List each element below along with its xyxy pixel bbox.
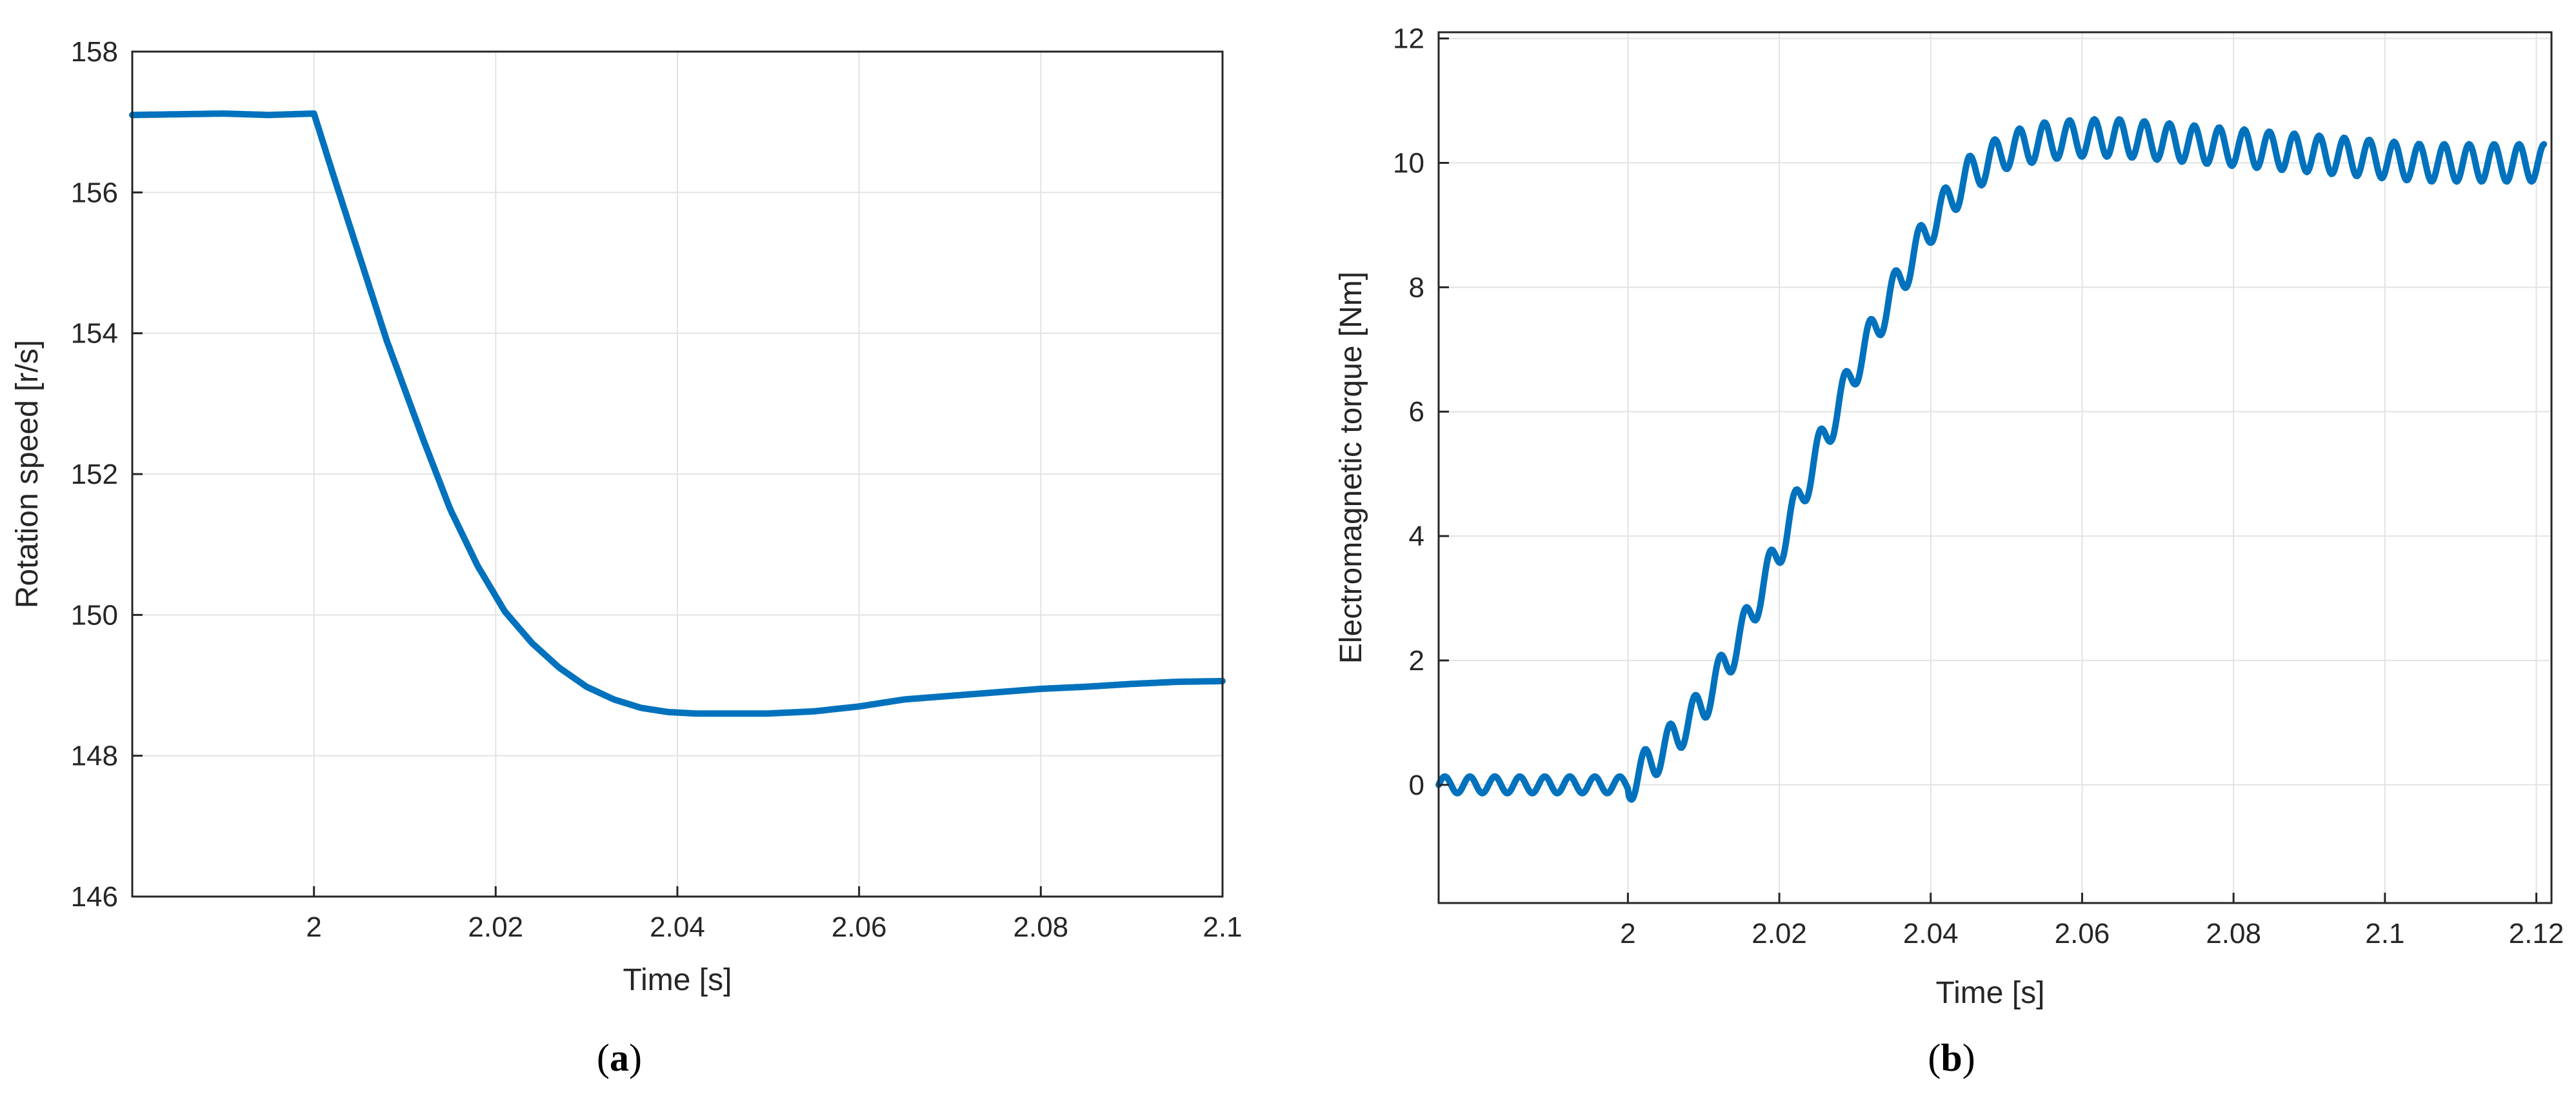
chart-b-x-tick-label: 2.06 bbox=[2055, 918, 2110, 949]
chart-a-y-axis-label: Rotation speed [r/s] bbox=[10, 340, 45, 608]
chart-b-y-tick-label: 6 bbox=[1409, 396, 1424, 428]
chart-b-x-tick-label: 2.1 bbox=[2365, 918, 2404, 949]
chart-b-y-tick-label: 12 bbox=[1393, 23, 1424, 55]
chart-a-y-tick-label: 150 bbox=[71, 599, 118, 631]
chart-a-x-tick-label: 2.04 bbox=[650, 911, 705, 943]
chart-a-x-tick-label: 2.06 bbox=[832, 911, 887, 943]
chart-a-x-tick-label: 2.08 bbox=[1013, 911, 1069, 943]
chart-b-x-axis-label: Time [s] bbox=[1936, 976, 2045, 1010]
chart-b-x-tick-label: 2.08 bbox=[2206, 918, 2261, 949]
chart-a-x-tick-label: 2.1 bbox=[1203, 911, 1242, 943]
chart-b-y-ticks: 0 2 4 6 8 10 12 bbox=[1393, 23, 1449, 801]
chart-b-x-tick-label: 2.02 bbox=[1752, 918, 1807, 949]
chart-b-axes-box bbox=[1437, 31, 2553, 904]
chart-a-x-tick-label: 2 bbox=[306, 911, 321, 943]
chart-b-y-tick-label: 8 bbox=[1409, 272, 1424, 303]
chart-b-y-tick-label: 0 bbox=[1409, 769, 1424, 801]
chart-a-y-tick-label: 158 bbox=[71, 36, 118, 68]
chart-b-y-tick-label: 2 bbox=[1409, 645, 1424, 677]
chart-a-series-line bbox=[129, 110, 1226, 717]
chart-a-y-tick-label: 146 bbox=[71, 881, 118, 913]
chart-a-y-tick-label: 156 bbox=[71, 177, 118, 208]
chart-a-x-ticks: 2 2.02 2.04 2.06 2.08 2.1 bbox=[306, 886, 1243, 943]
chart-b-y-tick-label: 4 bbox=[1409, 521, 1424, 552]
chart-a-x-axis-label: Time [s] bbox=[623, 963, 732, 997]
chart-a-x-tick-label: 2.02 bbox=[468, 911, 524, 943]
chart-b-plot-area bbox=[1439, 32, 2551, 903]
chart-b-panel-label: (b) bbox=[1928, 1037, 1975, 1079]
chart-a-y-tick-label: 148 bbox=[71, 740, 118, 772]
chart-b-x-tick-label: 2 bbox=[1620, 918, 1635, 949]
chart-a-y-tick-label: 154 bbox=[71, 318, 118, 350]
chart-b-x-tick-label: 2.04 bbox=[1903, 918, 1959, 949]
chart-a-y-ticks: 146 148 150 152 154 156 158 bbox=[71, 36, 143, 913]
chart-a-y-tick-label: 152 bbox=[71, 459, 118, 490]
chart-b-series-line bbox=[1435, 116, 2548, 803]
chart-b-grid bbox=[1439, 32, 2551, 903]
chart-a-panel-label: (a) bbox=[597, 1037, 642, 1079]
chart-b-y-axis-label: Electromagnetic torque [Nm] bbox=[1334, 272, 1368, 664]
chart-b-electromagnetic-torque: 2 2.02 2.04 2.06 2.08 2.1 2.12 0 2 4 6 8 10 12 Time … bbox=[1334, 23, 2564, 1079]
chart-b-x-tick-label: 2.12 bbox=[2509, 918, 2564, 949]
chart-b-x-ticks: 2 2.02 2.04 2.06 2.08 2.1 2.12 bbox=[1620, 893, 2564, 949]
chart-a-rotation-speed: 2 2.02 2.04 2.06 2.08 2.1 1461481501521541561… bbox=[10, 36, 1243, 1079]
chart-b-y-tick-label: 10 bbox=[1393, 148, 1424, 179]
chart-a-grid bbox=[132, 51, 1223, 897]
